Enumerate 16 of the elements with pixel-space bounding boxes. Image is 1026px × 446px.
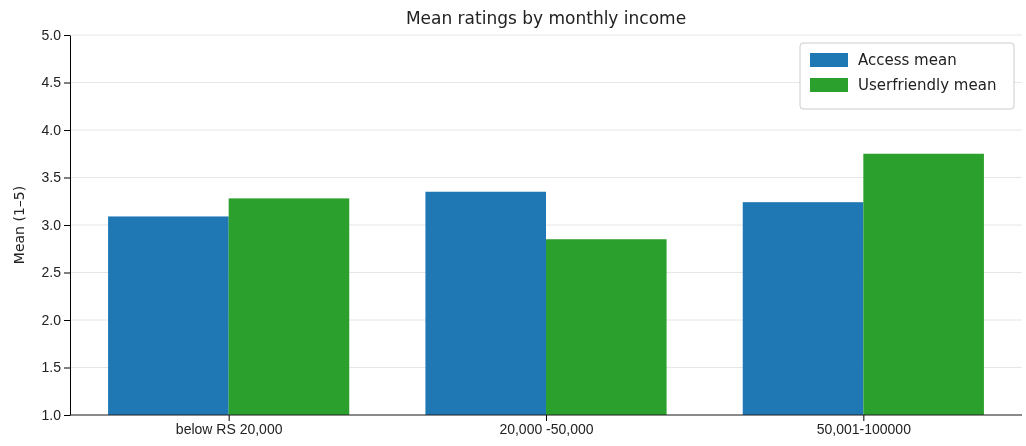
y-tick-label: 5.0 [41, 26, 62, 43]
y-tick-label: 4.5 [41, 74, 62, 91]
legend-label: Userfriendly mean [858, 76, 997, 94]
x-tick-label: 50,001-100000 [816, 420, 912, 437]
y-tick-label: 4.0 [41, 121, 62, 138]
legend-label: Access mean [858, 51, 957, 69]
y-tick-label: 1.5 [41, 359, 62, 376]
y-tick-label: 2.5 [41, 264, 62, 281]
y-tick-label: 1.0 [41, 406, 62, 423]
chart-title: Mean ratings by monthly income [405, 8, 687, 28]
x-tick-label: below RS 20,000 [175, 420, 283, 437]
y-tick-label: 3.0 [41, 216, 62, 233]
y-axis-title: Mean (1–5) [11, 185, 27, 265]
y-tick-label: 2.0 [41, 311, 62, 328]
y-tick-label: 3.5 [41, 169, 62, 186]
x-tick-label: 20,000 -50,000 [499, 420, 594, 437]
